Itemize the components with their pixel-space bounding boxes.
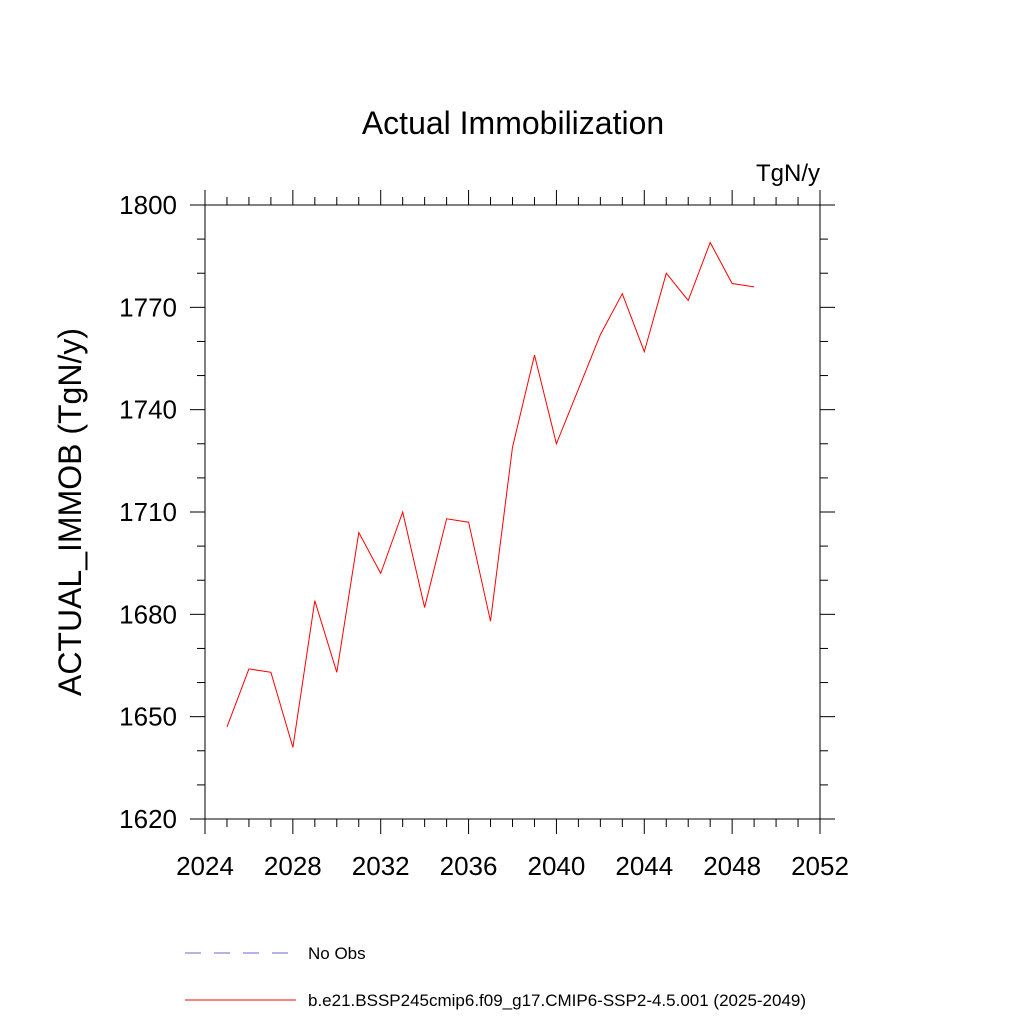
series-group — [226, 241, 755, 748]
y-tick-label: 1710 — [119, 497, 177, 527]
legend: No Obs b.e21.BSSP245cmip6.f09_g17.CMIP6-… — [185, 944, 806, 1010]
legend-label-no-obs: No Obs — [308, 944, 366, 963]
plot-frame — [204, 204, 821, 820]
series-line-0 — [226, 241, 755, 748]
y-tick-label: 1770 — [119, 292, 177, 322]
axis-ticks: 2024 2028 2032 2036 2040 2044 2048 2052 1620 1650… — [119, 190, 849, 881]
x-tick-label: 2048 — [703, 851, 761, 881]
x-tick-label: 2052 — [791, 851, 849, 881]
x-tick-label: 2032 — [352, 851, 410, 881]
y-tick-label: 1680 — [119, 599, 177, 629]
legend-label-ssp245: b.e21.BSSP245cmip6.f09_g17.CMIP6-SSP2-4.… — [308, 991, 806, 1010]
chart-title: Actual Immobilization — [362, 105, 664, 141]
x-tick-label: 2028 — [264, 851, 322, 881]
x-tick-label: 2036 — [440, 851, 498, 881]
y-tick-label: 1650 — [119, 702, 177, 732]
y-tick-label: 1800 — [119, 190, 177, 220]
y-tick-label: 1620 — [119, 804, 177, 834]
x-tick-label: 2040 — [528, 851, 586, 881]
units-label: TgN/y — [756, 160, 820, 187]
x-tick-label: 2024 — [176, 851, 234, 881]
y-axis-label: ACTUAL_IMMOB (TgN/y) — [52, 328, 88, 696]
x-tick-label: 2044 — [615, 851, 673, 881]
y-tick-label: 1740 — [119, 395, 177, 425]
